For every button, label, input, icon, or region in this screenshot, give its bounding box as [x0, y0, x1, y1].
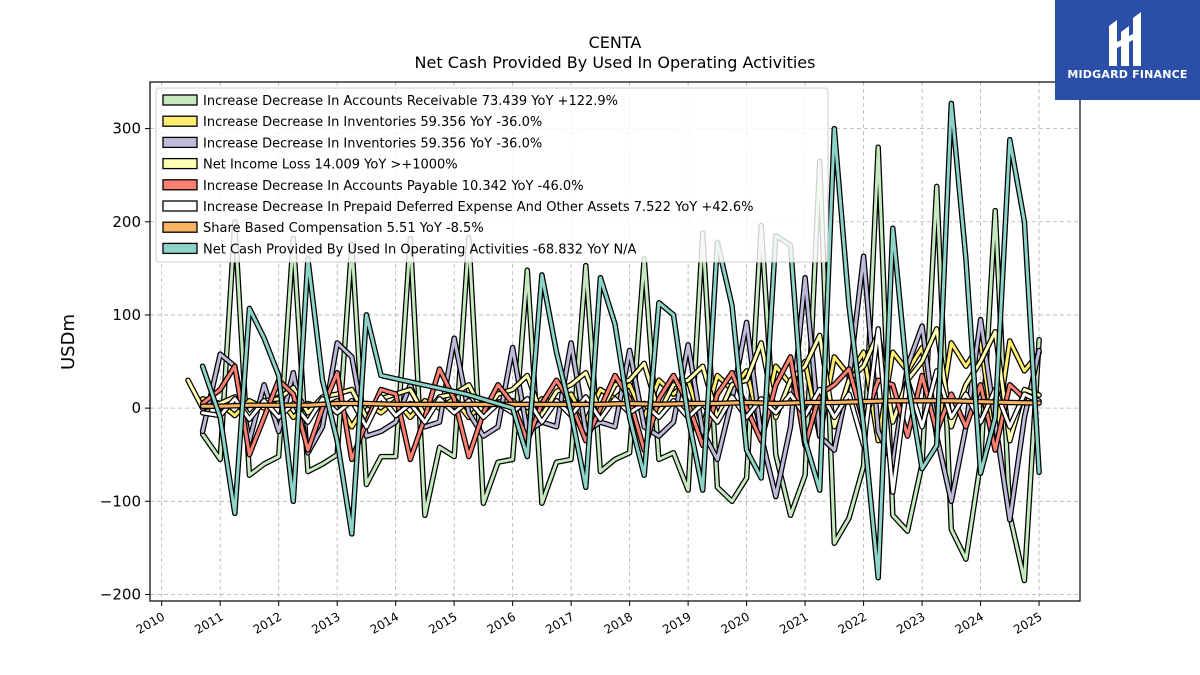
legend-label: Increase Decrease In Accounts Receivable…: [203, 94, 618, 109]
y-tick-label: 300: [112, 120, 141, 138]
y-tick-label: −200: [100, 585, 141, 603]
x-tick-label: 2010: [134, 609, 167, 636]
legend-item: Increase Decrease In Inventories 59.356 …: [162, 115, 542, 130]
legend-swatch: [162, 179, 198, 191]
legend-swatch: [162, 94, 198, 106]
plot-frame: [149, 81, 1081, 602]
x-tick-label: 2020: [719, 609, 752, 636]
legend-swatch: [162, 242, 198, 255]
x-tick-label: 2021: [777, 609, 810, 636]
legend-swatch: [162, 136, 198, 149]
legend-box: [155, 87, 829, 263]
x-tick-label: 2024: [953, 609, 986, 636]
logo-text: MIDGARD FINANCE: [1067, 68, 1188, 81]
x-tick-label: 2017: [543, 609, 576, 636]
series-stroke: [201, 399, 1041, 408]
logo-mark-icon: [1109, 12, 1141, 66]
legend-label: Increase Decrease In Prepaid Deferred Ex…: [203, 200, 754, 215]
legend-item: Increase Decrease In Inventories 59.356 …: [162, 136, 542, 151]
legend-item: Increase Decrease In Prepaid Deferred Ex…: [162, 200, 754, 215]
series-line-7: [199, 397, 1042, 410]
x-tick-label: 2013: [309, 609, 342, 636]
x-tick-label: 2025: [1011, 609, 1044, 636]
brand-logo: MIDGARD FINANCE: [1055, 0, 1200, 100]
y-tick-label: 0: [131, 399, 141, 417]
x-tick-label: 2011: [192, 609, 225, 636]
x-tick-label: 2022: [836, 609, 869, 636]
y-tick-label: 100: [112, 306, 141, 324]
series-line-8: [199, 100, 1042, 581]
legend-item: Share Based Compensation 5.51 YoY -8.5%: [162, 221, 484, 236]
legend-label: Share Based Compensation 5.51 YoY -8.5%: [203, 221, 484, 236]
series-layer: [185, 100, 1042, 584]
y-axis-label: USDm: [58, 314, 79, 370]
x-tick-label: 2012: [251, 609, 284, 636]
series-stroke: [201, 101, 1041, 580]
legend-label: Increase Decrease In Inventories 59.356 …: [203, 136, 542, 151]
y-tick-label: −100: [100, 492, 141, 510]
legend: Increase Decrease In Accounts Receivable…: [155, 87, 829, 263]
x-tick-label: 2018: [602, 609, 635, 636]
legend-item: Net Cash Provided By Used In Operating A…: [162, 242, 637, 257]
legend-item: Net Income Loss 14.009 YoY >+1000%: [162, 157, 458, 173]
chart-title: CENTA: [589, 33, 642, 52]
x-tick-label: 2015: [426, 609, 459, 636]
x-tick-label: 2023: [894, 609, 927, 636]
legend-label: Net Income Loss 14.009 YoY >+1000%: [203, 158, 458, 173]
legend-swatch: [162, 115, 198, 127]
x-tick-label: 2014: [368, 609, 401, 636]
legend-label: Increase Decrease In Inventories 59.356 …: [203, 115, 542, 130]
legend-item: Increase Decrease In Accounts Receivable…: [162, 94, 618, 109]
x-tick-label: 2019: [660, 609, 693, 636]
legend-label: Increase Decrease In Accounts Payable 10…: [203, 179, 584, 194]
legend-swatch: [162, 157, 198, 170]
y-tick-label: 200: [112, 213, 141, 231]
legend-swatch: [162, 221, 198, 233]
legend-label: Net Cash Provided By Used In Operating A…: [203, 242, 637, 257]
legend-swatch: [162, 200, 198, 212]
legend-item: Increase Decrease In Accounts Payable 10…: [162, 179, 584, 194]
x-tick-label: 2016: [485, 609, 518, 636]
chart-subtitle: Net Cash Provided By Used In Operating A…: [415, 53, 816, 72]
